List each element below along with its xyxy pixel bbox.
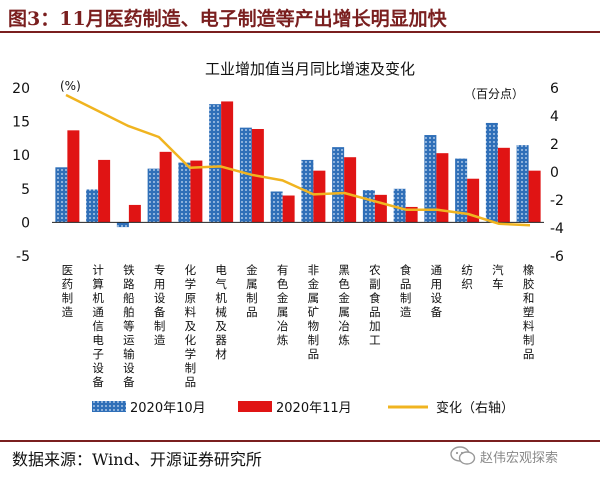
bar-oct-2020	[270, 191, 283, 223]
y-tick-right: 2	[550, 137, 559, 153]
x-tick-label: 黑色金属冶炼	[338, 263, 350, 347]
x-tick-label: 化学原料及化学制品	[185, 263, 197, 389]
y-tick-left: 5	[21, 182, 30, 198]
figure-title: 图3：11月医药制造、电子制造等产出增长明显加快	[8, 8, 447, 30]
x-tick-label: 电气机械及器材	[215, 263, 227, 361]
bar-oct-2020	[147, 168, 160, 223]
y-axis-right-ticks: 6 4 2 0 -2 -4 -6	[550, 81, 564, 265]
legend-swatch	[92, 401, 126, 412]
y-tick-right: -4	[550, 221, 564, 237]
x-axis-labels: 医药制造 计算机通信电子设备 铁路船舶等运输设备 专用设备制造 化学原料及化学制品 电气机…	[62, 263, 535, 389]
bar-nov-2020	[344, 157, 357, 223]
y-tick-left: 10	[12, 148, 30, 164]
x-tick-label: 通用设备	[431, 263, 443, 319]
bar-nov-2020	[190, 160, 203, 223]
y-tick-right: 4	[550, 109, 559, 125]
y-axis-left-label: (%)	[60, 79, 81, 93]
bar-nov-2020	[221, 101, 234, 223]
bar-nov-2020	[467, 178, 480, 223]
bar-oct-2020	[178, 162, 191, 223]
x-tick-label: 医药制造	[62, 263, 74, 319]
legend-label: 2020年11月	[276, 401, 352, 416]
bar-nov-2020	[528, 170, 541, 223]
y-tick-right: -6	[550, 249, 564, 265]
change-line-layer	[65, 93, 531, 227]
bar-oct-2020	[516, 145, 529, 223]
chart-title: 工业增加值当月同比增速及变化	[205, 60, 415, 78]
bar-oct-2020	[485, 122, 498, 223]
x-tick-label: 有色金属冶炼	[277, 263, 289, 347]
bar-oct-2020	[209, 104, 222, 223]
bar-nov-2020	[374, 194, 387, 223]
bar-nov-2020	[282, 195, 295, 223]
bar-nov-2020	[98, 159, 111, 223]
bar-oct-2020	[86, 189, 99, 223]
wechat-icon	[450, 446, 476, 465]
bar-oct-2020	[116, 222, 129, 228]
watermark: 赵伟宏观探索	[450, 444, 558, 468]
y-tick-left: -5	[16, 249, 30, 265]
y-tick-right: -2	[550, 193, 564, 209]
y-tick-left: 0	[21, 215, 30, 231]
x-tick-label: 金属制品	[246, 263, 258, 319]
x-tick-label: 食品制造	[400, 263, 412, 319]
x-tick-label: 橡胶和塑料制品	[523, 263, 535, 361]
source-rule	[0, 440, 600, 442]
y-tick-left: 20	[12, 81, 30, 97]
y-axis-left-ticks: 20 15 10 5 0 -5	[12, 81, 30, 265]
y-axis-right-label: （百分点）	[464, 87, 524, 101]
y-tick-right: 6	[550, 81, 559, 97]
y-tick-left: 15	[12, 115, 30, 131]
legend-label: 变化（右轴）	[436, 400, 514, 416]
x-tick-label: 汽车	[492, 263, 504, 291]
legend-label: 2020年10月	[130, 401, 206, 416]
bar-nov-2020	[436, 153, 449, 223]
bar-oct-2020	[455, 158, 468, 223]
y-tick-right: 0	[550, 165, 559, 181]
bar-oct-2020	[55, 167, 68, 223]
bar-nov-2020	[159, 151, 172, 223]
bar-oct-2020	[332, 147, 345, 223]
bar-oct-2020	[239, 127, 252, 223]
bar-oct-2020	[393, 188, 406, 223]
x-tick-label: 计算机通信电子设备	[92, 263, 104, 389]
change-line	[65, 93, 531, 227]
bar-oct-2020	[362, 190, 375, 223]
legend: 2020年10月 2020年11月 变化（右轴）	[92, 400, 514, 416]
bar-nov-2020	[128, 204, 141, 223]
x-tick-label: 专用设备制造	[154, 263, 166, 347]
bar-nov-2020	[313, 170, 326, 223]
x-tick-label: 纺织	[461, 263, 473, 291]
bar-nov-2020	[67, 130, 80, 223]
bar-layer	[55, 101, 541, 228]
x-tick-label: 铁路船舶等运输设备	[123, 263, 135, 389]
title-rule	[0, 31, 600, 33]
legend-swatch	[238, 401, 272, 412]
source-note: 数据来源：Wind、开源证券研究所	[12, 450, 262, 469]
x-tick-label: 农副食品加工	[369, 263, 381, 347]
bar-oct-2020	[424, 135, 437, 223]
watermark-text: 赵伟宏观探索	[480, 450, 559, 466]
x-tick-label: 非金属矿物制品	[308, 263, 320, 361]
bar-nov-2020	[497, 147, 510, 223]
